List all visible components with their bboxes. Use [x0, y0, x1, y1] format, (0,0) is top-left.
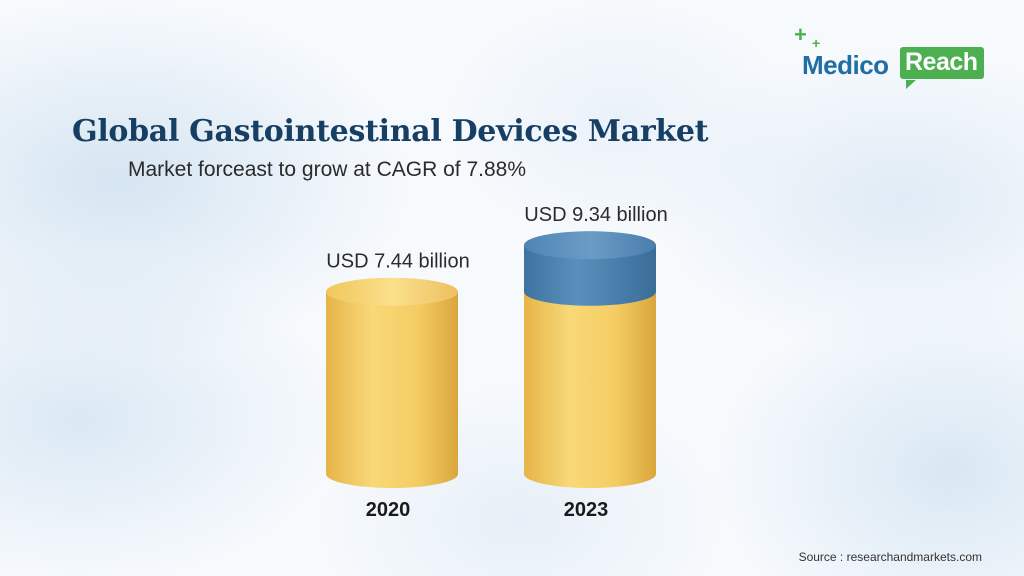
bar-growth-segment-top: [524, 231, 656, 260]
bar-base-segment-body: [326, 291, 458, 488]
data-label: USD 9.34 billion: [524, 204, 667, 226]
logo-text-reach: Reach: [900, 47, 984, 79]
bar-2020: [326, 277, 458, 488]
category-label: 2023: [564, 499, 609, 521]
plus-icon-small: +: [812, 35, 821, 51]
bar-base-segment: [326, 277, 458, 488]
plus-icon: +: [794, 22, 807, 47]
logo-text-medico: Medico: [802, 50, 889, 80]
bar-growth-segment: [524, 231, 656, 306]
bar-base-segment: [524, 277, 656, 488]
bar-growth-segment-body: [524, 245, 656, 306]
chart-subtitle: Market forceast to grow at CAGR of 7.88%: [128, 158, 526, 181]
medicoreach-logo: + + Medico Reach: [790, 24, 990, 96]
data-label: USD 7.44 billion: [326, 251, 469, 273]
logo-speech-tail: [906, 80, 916, 89]
bar-base-segment-top: [326, 277, 458, 306]
source-note: Source : researchandmarkets.com: [798, 550, 982, 564]
bar-base-segment-body: [524, 291, 656, 488]
chart-title: Global Gastointestinal Devices Market: [72, 114, 709, 149]
category-label: 2020: [366, 499, 411, 521]
bar-2023: [524, 231, 656, 488]
